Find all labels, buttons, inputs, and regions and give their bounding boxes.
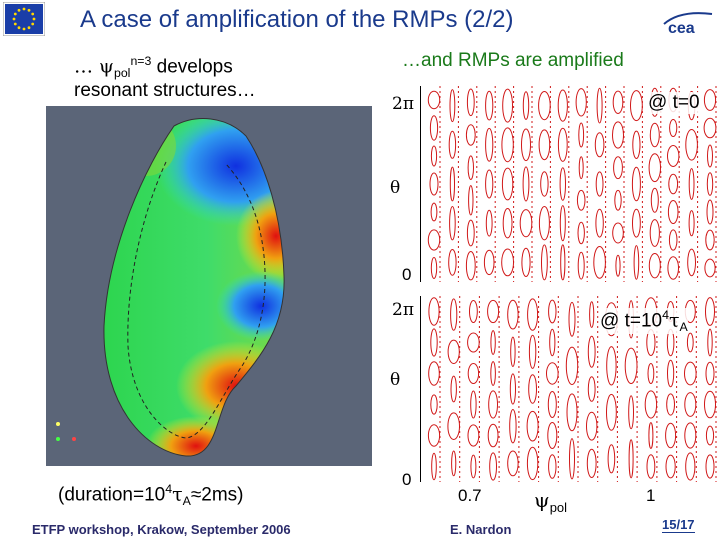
slide-title: A case of amplification of the RMPs (2/2… <box>80 6 514 33</box>
right-caption: …and RMPs are amplified <box>402 50 624 71</box>
x-axis-min-label: 0.7 <box>458 486 482 505</box>
plasma-cross-section-image <box>46 106 372 466</box>
bottom-plot-ymin-label: 0 <box>402 470 412 489</box>
left-caption-line1: … ψpoln=3 develops <box>74 54 233 81</box>
svg-text:cea: cea <box>668 20 695 37</box>
top-plot-time-label: @ t=0 <box>648 92 700 114</box>
cea-logo-icon: cea <box>663 12 713 37</box>
top-plot-ymin-label: 0 <box>402 265 412 284</box>
page-number: 15/17 <box>662 517 695 533</box>
footer-workshop: ETFP workshop, Krakow, September 2006 <box>32 522 291 537</box>
top-plot-theta-label: θ <box>390 178 401 198</box>
poincare-plot-t0 <box>420 86 717 282</box>
x-axis-psi-label: ψpol <box>534 488 568 515</box>
top-plot-ymax-label: 2π <box>392 94 414 114</box>
duration-caption: (duration=104τA≈2ms) <box>58 482 244 509</box>
bottom-plot-time-label: @ t=104τA <box>600 308 688 335</box>
bottom-plot-theta-label: θ <box>390 370 401 390</box>
eu-flag-icon <box>3 2 45 36</box>
bottom-plot-ymax-label: 2π <box>392 300 414 320</box>
x-axis-max-label: 1 <box>646 486 656 505</box>
left-caption-line2: resonant structures… <box>74 80 256 101</box>
footer-author: E. Nardon <box>450 522 512 537</box>
